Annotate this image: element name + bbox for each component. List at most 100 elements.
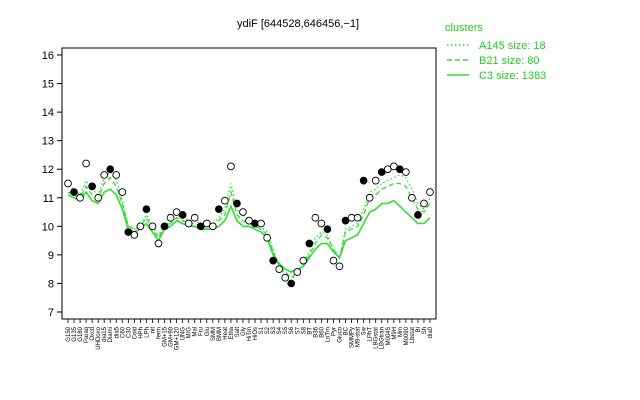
data-point <box>341 216 350 225</box>
x-tick-label: LBGstat <box>374 327 380 349</box>
y-tick-label: 14 <box>42 107 54 119</box>
x-tick-label: Lbstat <box>410 327 416 344</box>
x-tick-label: Glu <box>205 327 211 336</box>
x-tick-label: G150 <box>66 326 72 341</box>
data-point <box>233 199 241 208</box>
x-tick-label: B60 <box>319 326 325 337</box>
data-point <box>311 213 320 222</box>
data-point <box>148 222 157 231</box>
data-point <box>257 219 265 228</box>
data-point <box>389 162 398 171</box>
data-point <box>353 213 362 222</box>
data-point <box>323 225 332 234</box>
x-tick-label: Pyr <box>331 327 337 336</box>
y-tick-label: 11 <box>43 193 54 205</box>
x-tick-label: HiTm <box>247 327 253 341</box>
x-tick-label: Sh <box>422 327 428 334</box>
x-tick-label: Etha <box>229 326 235 339</box>
x-tick-label: Heat <box>223 327 229 340</box>
x-tick-label: M0045 <box>386 326 392 345</box>
data-point <box>383 165 392 174</box>
data-point <box>70 188 78 196</box>
x-tick-label: Salt <box>235 327 241 338</box>
data-point <box>142 205 151 214</box>
data-point <box>118 188 127 196</box>
x-tick-label: UNG <box>181 327 187 341</box>
x-tick-label: HiOs <box>253 327 259 340</box>
x-tick-label: Sw <box>362 326 368 335</box>
x-tick-label: M9-stat <box>356 327 362 347</box>
data-point <box>221 196 229 205</box>
data-point <box>263 233 271 242</box>
series-line-dotted <box>67 171 431 282</box>
x-tick-label: LoTm <box>325 327 331 342</box>
data-point <box>190 213 199 222</box>
x-tick-label: S7 <box>295 326 301 334</box>
data-point <box>184 219 193 228</box>
y-tick-label: 10 <box>42 221 54 233</box>
x-tick-label: Paraq <box>84 327 90 343</box>
x-tick-label: dia15 <box>102 326 108 341</box>
data-point <box>293 268 302 276</box>
x-tick-label: Bl <box>416 327 422 332</box>
data-point <box>329 256 338 265</box>
x-axis: G150 G135 G180 Paraq Oxctl UHDoxo dia15 Diami di… <box>66 318 434 350</box>
data-point <box>76 193 84 202</box>
x-tick-label: S4 <box>277 326 283 334</box>
data-point <box>166 213 175 222</box>
data-point <box>106 165 115 174</box>
data-point <box>172 208 181 216</box>
plot-frame <box>61 47 437 320</box>
data-point <box>239 208 247 216</box>
x-tick-label: G135 <box>72 326 78 341</box>
data-points <box>64 159 434 288</box>
data-point <box>124 228 133 236</box>
x-tick-label: Diami <box>108 327 114 342</box>
y-tick-label: 8 <box>48 278 54 290</box>
x-tick-label: HPh <box>138 327 144 339</box>
x-tick-label: B36 <box>313 326 319 337</box>
x-tick-label: nit <box>150 327 156 334</box>
x-tick-label: C60 <box>120 326 126 338</box>
y-tick-label: 16 <box>42 50 54 62</box>
data-point <box>377 168 386 176</box>
legend: clusters A145 size: 18 B21 size: 80 C3 siz… <box>445 22 546 82</box>
data-point <box>94 193 103 202</box>
data-point <box>275 265 284 274</box>
data-point <box>88 182 96 191</box>
data-point <box>136 222 145 231</box>
data-point <box>287 279 296 288</box>
data-point <box>317 219 326 228</box>
data-point <box>64 179 72 188</box>
data-point <box>365 193 374 202</box>
x-tick-label: BMM <box>217 327 223 341</box>
y-tick-label: 12 <box>42 164 54 176</box>
data-point <box>130 231 139 239</box>
data-point <box>395 165 404 174</box>
data-point <box>269 256 277 265</box>
data-point <box>359 176 368 185</box>
data-point <box>371 176 380 185</box>
x-tick-label: G180 <box>78 326 84 341</box>
legend-entry: A145 size: 18 <box>479 40 546 52</box>
x-tick-label: SMM <box>211 327 217 341</box>
x-tick-label: S6 <box>289 326 295 334</box>
data-point <box>335 262 344 271</box>
x-tick-label: LPh <box>144 327 150 338</box>
y-axis: 7 8 9 10 11 12 13 14 15 16 <box>42 50 63 319</box>
x-tick-label: S8 <box>301 326 307 334</box>
data-point <box>208 222 217 231</box>
x-tick-label: M/G <box>187 327 193 339</box>
x-tick-label: Cold <box>132 327 138 339</box>
x-tick-label: GM+15 <box>163 326 169 347</box>
data-point <box>227 162 235 171</box>
data-point <box>160 222 169 231</box>
data-point <box>414 211 422 219</box>
x-tick-label: UHDoxo <box>96 326 102 349</box>
plot-area <box>61 47 437 320</box>
y-tick-label: 9 <box>48 250 54 262</box>
x-tick-label: LBGtran <box>380 327 386 349</box>
x-tick-label: LPhT <box>368 327 374 342</box>
x-tick-label: M0090 <box>404 326 410 345</box>
